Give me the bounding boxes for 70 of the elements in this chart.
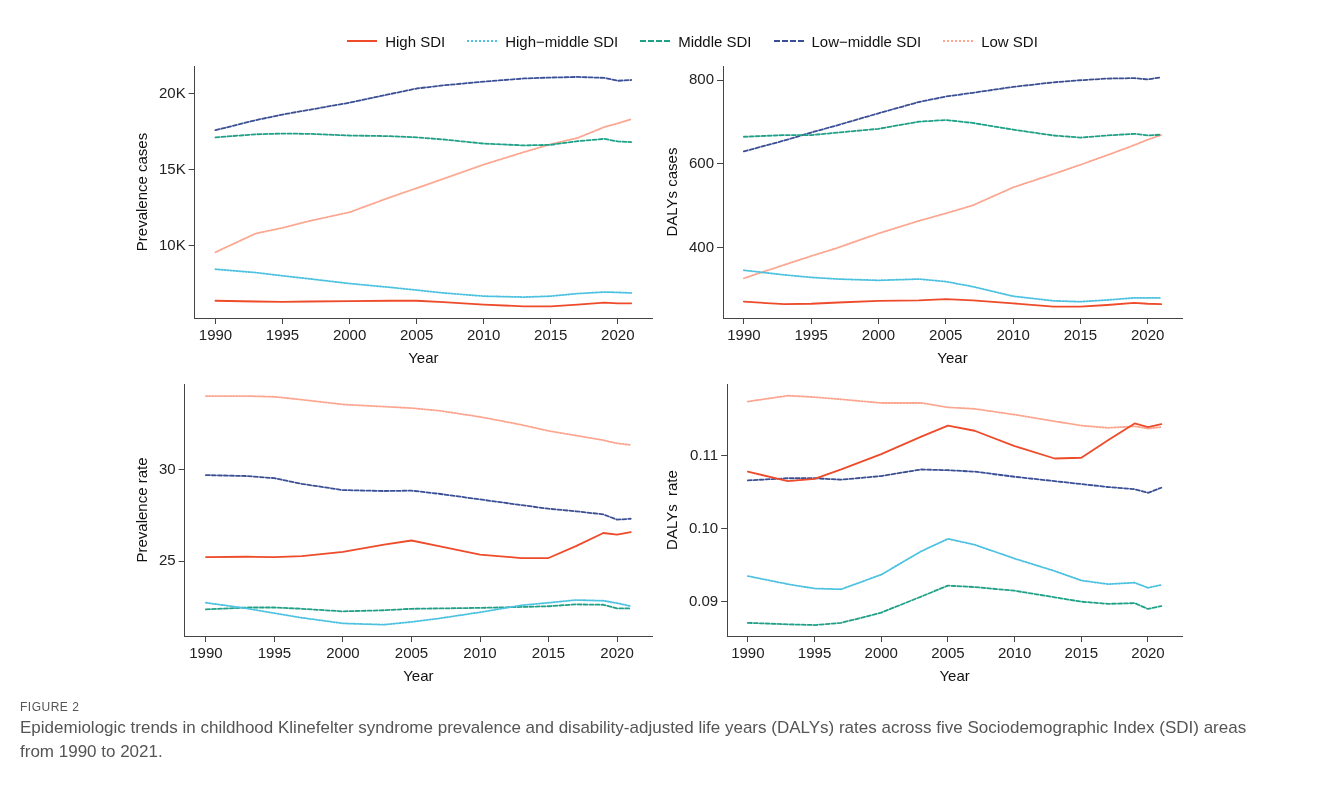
x-tick-label: 1995 <box>797 644 832 662</box>
legend-label: High SDI <box>385 32 446 50</box>
x-axis-title: Year <box>408 349 439 367</box>
line-series <box>742 269 1163 303</box>
x-tick-label: 2015 <box>1063 326 1098 344</box>
x-axis-title: Year <box>937 349 968 367</box>
y-axis-title: Prevalence cases <box>133 132 151 252</box>
line-series <box>746 584 1163 626</box>
x-tick-label: 2000 <box>864 644 898 662</box>
caption: FIGURE 2 <box>20 700 81 714</box>
line-series <box>746 468 1163 494</box>
y-tick-label: 10K <box>158 235 186 253</box>
x-tick-label: 2010 <box>467 326 501 344</box>
y-tick-label: 600 <box>689 154 715 172</box>
x-tick-label: 1995 <box>265 326 300 344</box>
x-tick-label: 1995 <box>794 326 828 344</box>
x-tick-label: 2020 <box>600 644 634 662</box>
line-series <box>742 119 1163 139</box>
line-series <box>205 603 632 613</box>
x-tick-label: 2015 <box>531 644 566 662</box>
line-series <box>214 76 633 132</box>
x-tick-label: 1990 <box>727 326 761 344</box>
legend-label: Low−middle SDI <box>811 32 922 50</box>
line-series <box>205 395 632 446</box>
y-tick-label: 0.11 <box>690 445 719 463</box>
y-tick-label: 0.09 <box>688 591 719 609</box>
x-tick-label: 2005 <box>394 644 429 662</box>
x-tick-label: 2005 <box>931 644 965 662</box>
y-tick-label: 400 <box>689 237 715 255</box>
y-axis-title: DALYs rate <box>663 470 681 550</box>
text: Epidemiologic trends in childhood Klinefelter syndrome prevalence and disability-adjusted life years (DALYs) rates across five Sociodemographic Index (SDI) areas from 1990 to 2021. <box>20 717 1248 763</box>
x-tick-label: 1990 <box>731 644 765 662</box>
x-axis-title: Year <box>403 667 434 685</box>
y-tick-label: 20K <box>158 83 186 101</box>
line-series <box>742 76 1163 153</box>
x-tick-label: 2020 <box>1131 644 1165 662</box>
y-tick-label: 25 <box>159 551 176 569</box>
y-axis-title: DALYs cases <box>663 147 681 237</box>
x-tick-label: 1990 <box>189 644 223 662</box>
x-tick-label: 2015 <box>534 326 568 344</box>
x-axis-title: Year <box>939 667 970 685</box>
x-tick-label: 1995 <box>257 644 292 662</box>
x-tick-label: 2020 <box>601 326 635 344</box>
y-tick-label: 800 <box>689 70 715 88</box>
x-tick-label: 2005 <box>929 326 963 344</box>
x-tick-label: 2015 <box>1064 644 1098 662</box>
legend-label: Low SDI <box>981 32 1038 50</box>
x-tick-label: 2000 <box>861 326 896 344</box>
line-series <box>214 118 633 254</box>
line-series <box>214 268 633 298</box>
x-tick-label: 2005 <box>399 326 434 344</box>
line-series <box>742 134 1163 280</box>
x-tick-label: 1990 <box>198 326 233 344</box>
x-tick-label: 2010 <box>997 644 1032 662</box>
line-series <box>746 537 1163 591</box>
legend-label: High−middle SDI <box>505 32 619 50</box>
line-series <box>205 474 632 521</box>
x-tick-label: 2000 <box>326 644 360 662</box>
y-tick-label: 0.10 <box>688 518 719 536</box>
legend-label: Middle SDI <box>678 32 752 50</box>
x-tick-label: 2020 <box>1130 326 1165 344</box>
line-series <box>746 394 1163 430</box>
y-tick-label: 30 <box>159 459 176 477</box>
y-axis-title: Prevalence rate <box>133 457 151 563</box>
x-tick-label: 2010 <box>463 644 497 662</box>
x-tick-label: 2010 <box>996 326 1030 344</box>
x-tick-label: 2000 <box>332 326 367 344</box>
line-series <box>205 599 632 626</box>
line-series <box>214 132 633 147</box>
y-tick-label: 15K <box>158 159 186 177</box>
